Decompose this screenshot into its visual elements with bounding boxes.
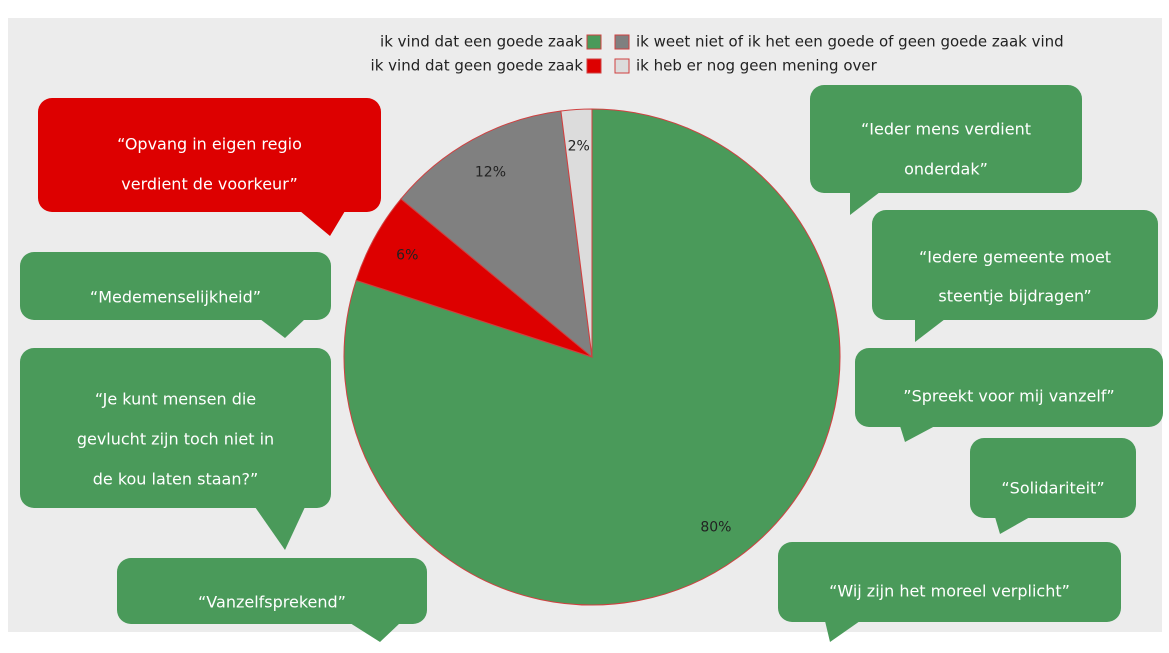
speech-bubble [117,558,427,624]
bubble-text: “Medemenselijkheid” [90,288,261,307]
bubble-text: de kou laten staan?” [93,470,259,489]
bubble-text: “Opvang in eigen regio [117,135,302,154]
bubble-text: “Vanzelfsprekend” [198,593,346,612]
speech-bubble [778,542,1121,622]
legend-label: ik vind dat een goede zaak [380,33,583,51]
bubble-tail [350,623,400,642]
bubble-text: gevlucht zijn toch niet in [77,430,274,449]
legend-label: ik vind dat geen goede zaak [371,57,584,75]
bubble-tail [300,211,345,236]
legend-swatch [586,34,602,50]
legend-swatch [614,58,630,74]
slice-label: 2% [568,139,590,155]
pie-slice [560,108,593,358]
speech-bubble [20,252,331,320]
bubble-text: “Je kunt mensen die [95,390,256,409]
bubble-tail [900,426,935,442]
speech-bubble [38,98,381,212]
bubble-text: “Wij zijn het moreel verplicht” [829,582,1070,601]
bubble-tail [915,319,945,342]
speech-bubble [872,210,1158,320]
bubble-text: ”Spreekt voor mij vanzelf” [903,387,1114,406]
legend-label: ik heb er nog geen mening over [636,57,878,75]
pie-slice [400,110,593,359]
bubble-tail [260,319,305,338]
pie-slice [343,108,841,606]
bubble-text: “Solidariteit” [1001,479,1104,498]
bubble-text: steentje bijdragen” [938,287,1091,306]
speech-bubble [20,348,331,508]
slice-label: 12% [475,164,506,180]
slice-label: 6% [396,247,418,263]
legend-swatch [586,58,602,74]
bubble-text: “Ieder mens verdient [861,120,1031,139]
bubble-text: verdient de voorkeur” [121,175,297,194]
speech-bubble [970,438,1136,518]
slice-label: 80% [700,520,731,536]
bubble-text: onderdak” [904,160,988,179]
legend-swatch [614,34,630,50]
bubble-tail [850,192,880,215]
bubble-tail [825,621,860,642]
bubble-tail [255,507,305,550]
bubble-text: “Iedere gemeente moet [919,248,1111,267]
bubble-tail [995,517,1030,534]
speech-bubble [810,85,1082,193]
legend-label: ik weet niet of ik het een goede of geen… [636,33,1064,51]
speech-bubble [855,348,1163,427]
